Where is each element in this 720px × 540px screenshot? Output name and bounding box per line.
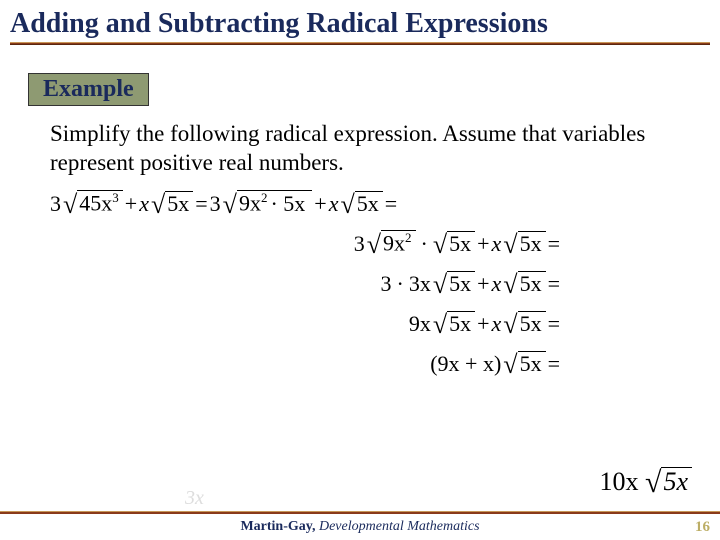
math-derivation: 3 √45x3 + x √5x = 3 √9x2· 5x + x √5x = 3…	[0, 188, 720, 378]
radical-icon: √5x	[503, 268, 545, 298]
math-line-2: 3 √9x2 · √5x + x √5x =	[0, 228, 720, 258]
example-label: Example	[43, 76, 134, 102]
radical-icon: √45x3	[63, 188, 123, 218]
radical-icon: √5x	[433, 268, 475, 298]
instruction-text: Simplify the following radical expressio…	[50, 120, 680, 178]
ghost-text: 3x	[185, 487, 204, 510]
radical-icon: √5x	[645, 464, 692, 498]
math-line-1: 3 √45x3 + x √5x = 3 √9x2· 5x + x √5x =	[0, 188, 720, 218]
radical-icon: √5x	[503, 228, 545, 258]
math-line-5: (9x + x) √5x =	[0, 348, 720, 378]
radical-icon: √5x	[340, 188, 382, 218]
radical-icon: √9x2	[367, 228, 416, 258]
radical-icon: √5x	[503, 308, 545, 338]
radical-icon: √5x	[433, 308, 475, 338]
header-rule	[10, 42, 710, 45]
radical-icon: √5x	[503, 348, 545, 378]
footer-text: Martin-Gay, Developmental Mathematics	[240, 519, 479, 535]
math-line-3: 3 · 3x √5x + x √5x =	[0, 268, 720, 298]
result-expression: 10x √5x	[599, 464, 692, 498]
radical-icon: √9x2· 5x	[223, 188, 313, 218]
footer: Martin-Gay, Developmental Mathematics	[0, 514, 720, 540]
slide-title: Adding and Subtracting Radical Expressio…	[10, 8, 710, 40]
math-line-4: 9x √5x + x √5x =	[0, 308, 720, 338]
example-badge: Example	[28, 73, 149, 106]
page-number: 16	[695, 519, 710, 536]
radical-icon: √5x	[433, 228, 475, 258]
slide-header: Adding and Subtracting Radical Expressio…	[0, 0, 720, 49]
radical-icon: √5x	[151, 188, 193, 218]
